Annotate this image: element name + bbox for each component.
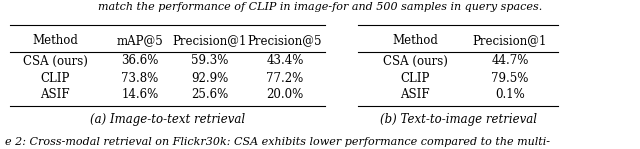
Text: mAP@5: mAP@5 (116, 35, 163, 48)
Text: Method: Method (32, 35, 78, 48)
Text: 43.4%: 43.4% (266, 55, 304, 67)
Text: ASIF: ASIF (400, 89, 430, 101)
Text: Precision@5: Precision@5 (248, 35, 323, 48)
Text: Precision@1: Precision@1 (173, 35, 247, 48)
Text: 44.7%: 44.7% (492, 55, 529, 67)
Text: 14.6%: 14.6% (122, 89, 159, 101)
Text: 79.5%: 79.5% (492, 72, 529, 84)
Text: ASIF: ASIF (40, 89, 70, 101)
Text: CLIP: CLIP (40, 72, 70, 84)
Text: 59.3%: 59.3% (191, 55, 228, 67)
Text: CLIP: CLIP (400, 72, 429, 84)
Text: 0.1%: 0.1% (495, 89, 525, 101)
Text: e 2: Cross-modal retrieval on Flickr30k: CSA exhibits lower performance compared: e 2: Cross-modal retrieval on Flickr30k:… (5, 137, 550, 147)
Text: (a) Image-to-text retrieval: (a) Image-to-text retrieval (90, 112, 245, 125)
Text: (b) Text-to-image retrieval: (b) Text-to-image retrieval (380, 112, 536, 125)
Text: match the performance of CLIP in image-for and 500 samples in query spaces.: match the performance of CLIP in image-f… (98, 2, 542, 12)
Text: Method: Method (392, 35, 438, 48)
Text: Precision@1: Precision@1 (473, 35, 547, 48)
Text: CSA (ours): CSA (ours) (22, 55, 88, 67)
Text: 77.2%: 77.2% (266, 72, 303, 84)
Text: 25.6%: 25.6% (191, 89, 228, 101)
Text: 73.8%: 73.8% (122, 72, 159, 84)
Text: 36.6%: 36.6% (122, 55, 159, 67)
Text: 20.0%: 20.0% (266, 89, 303, 101)
Text: 92.9%: 92.9% (191, 72, 228, 84)
Text: CSA (ours): CSA (ours) (383, 55, 447, 67)
